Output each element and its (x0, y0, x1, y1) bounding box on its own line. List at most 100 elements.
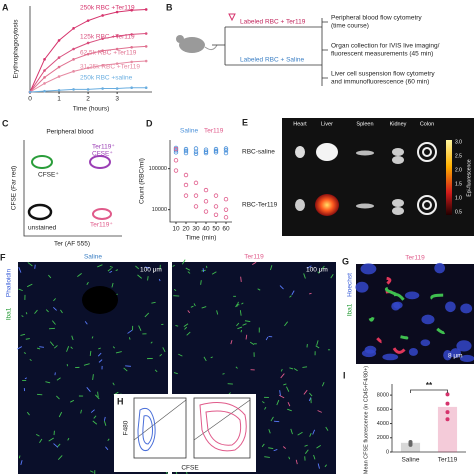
cell (115, 269, 119, 271)
stain-label: Iba1 (6, 307, 13, 320)
cell (154, 369, 158, 373)
point (144, 45, 148, 48)
cell (317, 463, 320, 469)
outcome-text: and immunofluorescence (60 min) (331, 79, 429, 86)
nucleus (364, 345, 377, 354)
point (183, 148, 189, 154)
cell (20, 333, 26, 336)
nucleus (393, 301, 403, 309)
cell (273, 449, 278, 452)
organ (392, 207, 404, 215)
organ (422, 147, 432, 157)
cell (105, 446, 109, 451)
cell (45, 381, 51, 384)
point (43, 69, 46, 72)
cell (280, 373, 285, 379)
point (213, 204, 219, 209)
cell (60, 309, 63, 314)
point (223, 146, 229, 151)
point (130, 86, 133, 89)
point (86, 52, 90, 56)
point (72, 27, 75, 30)
cell (144, 312, 150, 318)
point (57, 56, 61, 59)
point (203, 209, 209, 214)
x-tick-label: 1 (57, 96, 61, 103)
cell (280, 368, 283, 372)
cell (235, 304, 238, 308)
cell (186, 331, 191, 336)
nucleus (420, 339, 431, 347)
cell (36, 433, 40, 437)
cluster (92, 208, 112, 220)
cell (107, 267, 112, 272)
cell (25, 312, 28, 315)
point (72, 47, 75, 51)
cell (287, 402, 291, 407)
cell (295, 459, 298, 465)
cell (193, 303, 196, 307)
cell (289, 295, 292, 298)
nucleus (459, 354, 474, 363)
point (144, 59, 148, 63)
cell (92, 420, 98, 425)
axis (23, 140, 122, 237)
cell (123, 367, 128, 372)
contour (142, 415, 153, 445)
legend-label: 125k RBC +Ter119 (80, 34, 135, 41)
nucleus (382, 353, 399, 361)
cell (183, 323, 189, 328)
point (115, 47, 119, 51)
cell (202, 268, 205, 273)
colorbar-tick: 3.0 (455, 139, 462, 145)
nucleus (450, 348, 462, 358)
cell (284, 321, 289, 327)
point (445, 417, 450, 422)
cell (187, 310, 191, 314)
cell (18, 266, 22, 273)
panel-h: H F480 CFSE (114, 394, 256, 472)
x-tick-label: 0 (28, 96, 32, 103)
panel-label: H (117, 396, 124, 406)
organ (356, 203, 374, 209)
point (130, 60, 133, 64)
axis-label: CFSE (181, 465, 199, 472)
cell (84, 321, 88, 325)
axis-label: F480 (123, 420, 130, 435)
point (445, 392, 450, 397)
cell (293, 368, 298, 372)
macrophage (392, 347, 406, 354)
cell (90, 409, 95, 413)
cell (80, 409, 82, 414)
cell (48, 437, 54, 442)
nucleus (456, 340, 472, 352)
cell (261, 401, 265, 404)
quadrant-label: unstained (28, 225, 57, 232)
cell (48, 274, 52, 279)
diagram-line (212, 26, 322, 66)
cell (230, 340, 233, 345)
point (86, 88, 90, 91)
point (57, 88, 61, 92)
cell (237, 326, 243, 330)
outcome-text: fluorescent measurements (45 min) (331, 51, 433, 58)
panel-c: C Peripheral blood CFSE (Far red) Ter (A… (2, 118, 122, 248)
cell (67, 437, 70, 441)
cell (309, 433, 312, 437)
cell (321, 265, 325, 270)
point (183, 193, 189, 198)
micrograph (356, 264, 474, 364)
cell (127, 329, 133, 334)
organ-label: Colon (420, 121, 434, 127)
legend-label: 250k RBC +saline (80, 75, 133, 82)
outcome-text: (time course) (331, 23, 369, 30)
cell (316, 340, 319, 346)
cell (200, 280, 202, 285)
cell (158, 278, 161, 282)
bar (437, 406, 458, 453)
cluster (89, 155, 111, 169)
cell (93, 415, 97, 419)
cell (184, 326, 188, 330)
cell (325, 426, 329, 431)
point (57, 75, 61, 78)
